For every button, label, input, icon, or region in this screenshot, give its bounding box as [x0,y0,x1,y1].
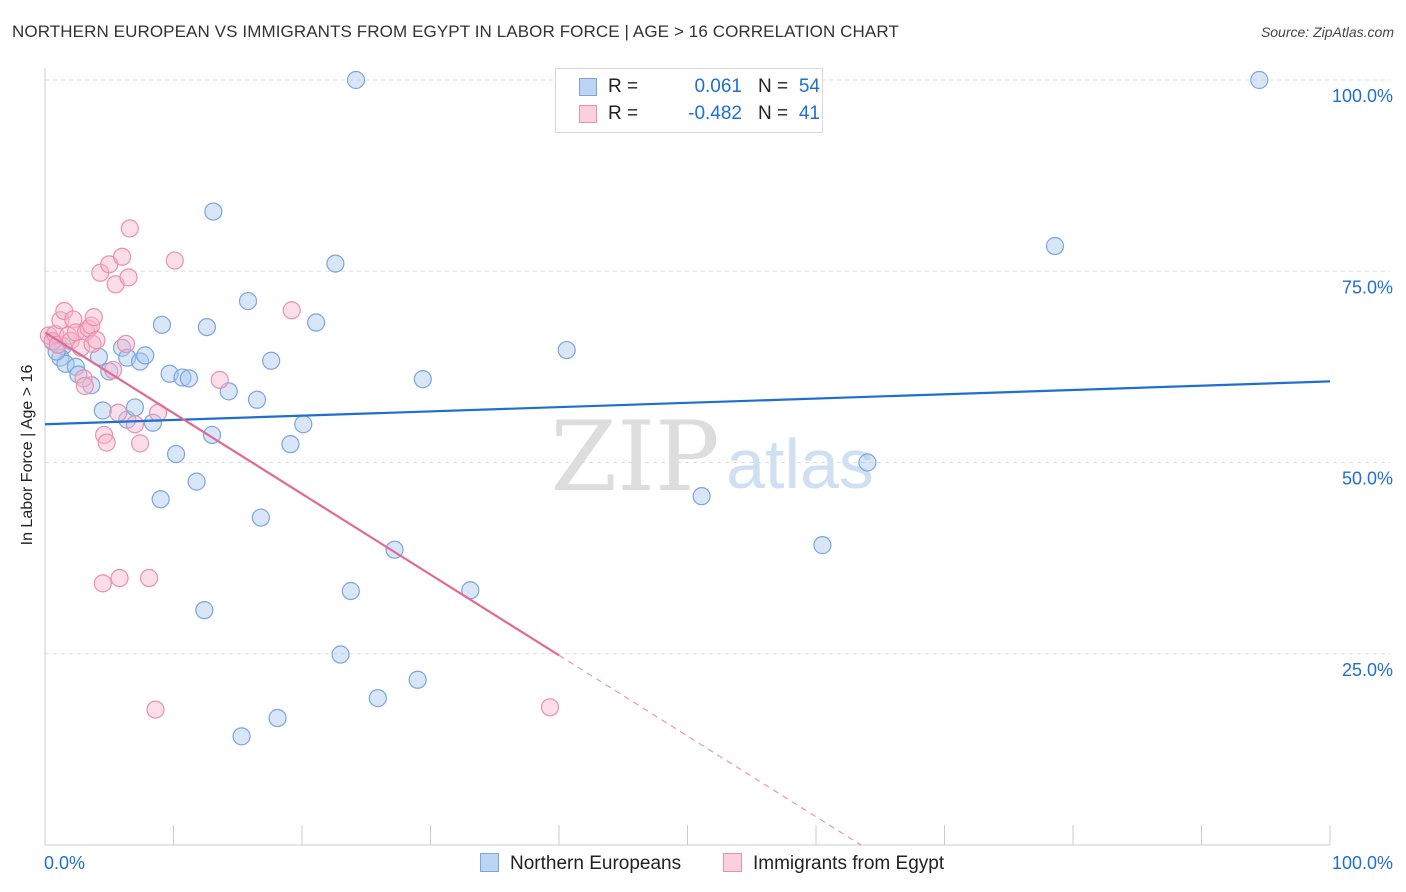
point-layer [39,70,1269,746]
northern-european-point [151,490,170,509]
legend-swatch-pink [579,105,597,123]
egypt-immigrant-point [84,308,103,327]
northern-european-point [408,670,427,689]
northern-european-point [56,354,75,373]
egypt-immigrant-trendline [44,331,560,657]
northern-european-point [326,254,345,273]
egypt-immigrant-point [130,434,150,453]
northern-european-point [195,601,214,620]
label-layer: 25.0% 50.0% 75.0% 100.0% 0.0% 100.0% [44,86,1393,873]
legend-r-label: R = [608,76,639,97]
series-name: Northern Europeans [510,853,682,874]
egypt-immigrant-point [125,415,145,434]
egypt-immigrant-point [139,568,159,588]
northern-european-point [136,346,155,365]
northern-european-point [281,435,300,454]
egypt-immigrant-point [87,331,106,350]
egypt-immigrant-point [112,247,132,266]
egypt-immigrant-point [540,698,560,717]
series-name: Immigrants from Egypt [753,853,945,874]
chart-title: NORTHERN EUROPEAN VS IMMIGRANTS FROM EGY… [12,22,899,41]
northern-european-point [331,645,350,664]
x-tick-label-right: 100.0% [1332,853,1393,873]
northern-european-point [294,415,313,434]
northern-european-point [143,413,163,432]
series-swatch-blue [480,853,499,872]
northern-european-point [93,401,112,420]
northern-european-point [232,727,251,746]
legend-n-label: N = [758,76,789,97]
correlation-legend: R = 0.061 N = 54 R = -0.482 N = 41 [555,68,823,133]
northern-european-point [82,376,101,395]
northern-european-point [125,398,145,417]
northern-european-point [247,390,267,409]
northern-european-point [238,291,258,311]
northern-european-point [1045,236,1065,256]
series-legend-immigrants-from-egypt: Immigrants from Egypt [723,852,944,876]
egypt-immigrant-point [210,370,229,389]
y-tick-label: 100.0% [1332,86,1393,106]
egypt-immigrant-trendline-extension [558,654,862,846]
northern-european-point [692,487,711,506]
northern-european-trendline [44,380,1331,426]
northern-european-point [268,708,287,728]
northern-european-point [204,202,223,221]
northern-european-point [197,317,217,337]
northern-european-point [813,536,832,555]
legend-n-label: N = [758,103,789,124]
northern-european-point [187,472,206,491]
northern-european-point [557,340,576,360]
legend-n-value: 41 [798,103,820,124]
egypt-immigrant-point [97,433,116,452]
series-swatch-pink [723,853,742,872]
y-tick-label: 25.0% [1342,660,1393,680]
egypt-immigrant-point [109,403,128,422]
northern-european-point [262,351,281,370]
northern-european-point [47,342,66,361]
northern-european-point [179,369,199,388]
series-legend-northern-europeans: Northern Europeans [480,852,681,876]
egypt-immigrant-point [119,268,138,287]
egypt-immigrant-point [120,219,139,238]
northern-european-point [251,508,270,527]
legend-r-value: 0.061 [694,76,742,97]
northern-european-point [307,313,326,332]
northern-european-point [858,453,877,472]
y-axis-label: In Labor Force | Age > 16 [19,364,36,546]
northern-european-point [173,368,192,387]
legend-r-label: R = [608,103,639,124]
northern-european-point [341,581,360,601]
egypt-immigrant-point [165,251,184,270]
egypt-immigrant-point [146,700,165,719]
northern-european-point [413,370,432,389]
y-tick-label: 75.0% [1342,277,1393,297]
trend-layer [44,331,1331,846]
northern-european-point [346,70,366,90]
egypt-immigrant-point [75,376,94,396]
watermark-zip: ZIP [550,401,719,513]
legend-swatch-blue [579,78,597,96]
axis-layer [44,68,1331,846]
legend-n-value: 54 [798,76,820,97]
y-tick-label: 50.0% [1342,469,1393,489]
egypt-immigrant-point [282,301,301,320]
grid-layer [45,79,1390,655]
egypt-immigrant-point [116,334,136,354]
northern-european-point [368,689,387,708]
watermark: ZIP atlas [550,401,874,513]
egypt-immigrant-point [93,574,112,593]
egypt-immigrant-point [110,568,129,588]
northern-european-point [166,444,186,464]
legend-r-value: -0.482 [688,103,742,124]
northern-european-point [1250,70,1269,90]
x-tick-label-left: 0.0% [44,853,85,873]
northern-european-point [152,315,172,334]
egypt-immigrant-point [51,311,70,330]
chart-source: Source: ZipAtlas.com [1260,24,1394,40]
watermark-atlas: atlas [726,425,874,503]
egypt-immigrant-point [74,369,93,388]
